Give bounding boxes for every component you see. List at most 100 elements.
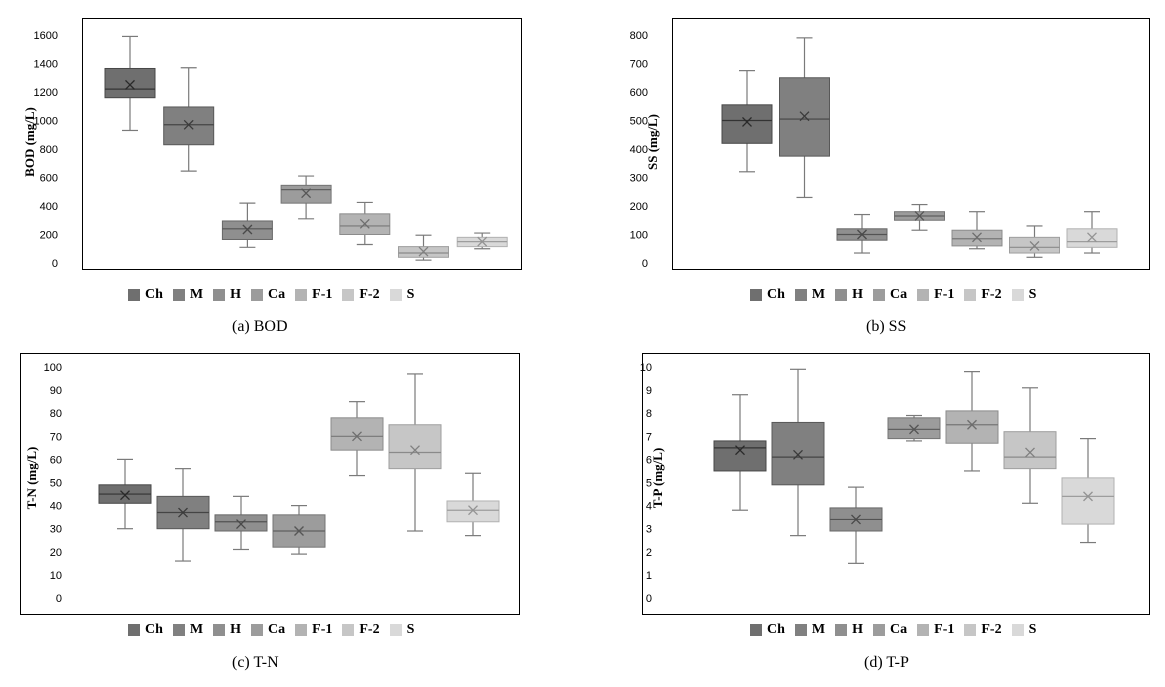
legend-item-f-1: F-1 — [295, 287, 332, 303]
box-f-2 — [398, 234, 449, 261]
legend-item-m: M — [172, 622, 204, 638]
box-ch — [713, 394, 767, 511]
y-tick-label: 1400 — [34, 59, 58, 71]
legend-label: Ca — [268, 622, 286, 637]
legend: Ch M H Ca F-1 F-2 S — [750, 287, 1036, 303]
legend-item-h: H — [835, 287, 863, 303]
y-tick-label: 4 — [646, 501, 652, 513]
legend-item-ca: Ca — [251, 287, 285, 303]
legend-item-ch: Ch — [750, 287, 785, 303]
box-f-1 — [945, 371, 999, 472]
mean-marker — [242, 224, 253, 235]
legend-swatch — [750, 289, 762, 301]
box-body — [713, 440, 767, 472]
legend-item-f-1: F-1 — [917, 287, 954, 303]
chart-panel-tn: 0 10 20 30 40 50 60 70 80 90 100 T-N (mg/L) Ch M H Ca F… — [0, 345, 580, 687]
legend-item-h: H — [213, 622, 241, 638]
box-s — [1061, 438, 1115, 544]
box-h — [221, 202, 273, 248]
y-tick-label: 3 — [646, 524, 652, 536]
legend-label: F-2 — [981, 622, 1002, 637]
box-m — [156, 468, 210, 562]
legend-swatch — [794, 624, 807, 636]
box-f-1 — [330, 401, 384, 477]
legend-swatch — [128, 624, 140, 636]
legend-swatch — [1011, 624, 1024, 636]
mean-marker — [793, 449, 803, 460]
box-body — [330, 417, 384, 451]
legend-label: Ch — [767, 287, 785, 302]
y-tick-label: 9 — [646, 385, 652, 397]
legend-swatch — [213, 289, 226, 301]
y-tick-label: 50 — [50, 478, 62, 490]
box-ch — [721, 70, 773, 173]
mean-marker — [909, 424, 919, 435]
box-body — [887, 417, 941, 440]
chart-panel-tp: 0 1 2 3 4 5 6 7 8 9 10 T-P (mg/L) Ch M H Ca F-1 F-2 S (d)… — [582, 345, 1165, 687]
y-tick-label: 300 — [630, 173, 648, 185]
legend-label: M — [189, 622, 204, 637]
y-tick-label: 70 — [50, 431, 62, 443]
mean-marker — [851, 514, 861, 525]
legend-swatch — [917, 624, 930, 636]
box-ch — [104, 35, 156, 132]
box-h — [214, 495, 268, 551]
y-tick-label: 8 — [646, 408, 652, 420]
legend-label: F-1 — [934, 622, 955, 637]
mean-marker — [359, 218, 370, 229]
legend-label: H — [852, 622, 864, 637]
legend-swatch — [295, 289, 308, 301]
chart-caption: (c) T-N — [232, 654, 279, 671]
mean-marker — [236, 519, 246, 530]
legend-item-m: M — [794, 287, 825, 303]
box-m — [771, 368, 825, 537]
legend-item-f-1: F-1 — [295, 622, 332, 638]
legend-swatch — [172, 289, 185, 301]
mean-marker — [735, 445, 745, 456]
mean-marker — [972, 232, 982, 243]
legend-label: M — [189, 287, 204, 302]
box-body — [446, 500, 500, 523]
mean-marker — [477, 236, 488, 247]
box-h — [836, 213, 888, 254]
mean-marker — [294, 526, 304, 536]
box-body — [1003, 431, 1057, 470]
y-tick-label: 0 — [56, 593, 62, 605]
legend-swatch — [213, 624, 226, 636]
box-f-2 — [1003, 387, 1057, 504]
legend-item-s: S — [1011, 622, 1036, 638]
box-ca — [272, 505, 326, 555]
legend-item-f-2: F-2 — [342, 622, 380, 638]
mean-marker — [1025, 447, 1035, 458]
mean-marker — [418, 246, 429, 257]
y-tick-label: 10 — [50, 570, 62, 582]
y-axis-label: BOD (mg/L) — [22, 107, 37, 177]
y-tick-label: 800 — [630, 30, 648, 42]
legend-item-ch: Ch — [128, 622, 163, 638]
legend-swatch — [295, 624, 308, 636]
y-tick-label: 800 — [40, 144, 58, 156]
legend-label: F-1 — [312, 622, 333, 637]
box-s — [1066, 211, 1118, 254]
legend-label: H — [852, 287, 864, 302]
y-tick-label: 500 — [630, 116, 648, 128]
legend-item-h: H — [213, 287, 241, 303]
box-body — [1061, 477, 1115, 525]
legend-label: Ca — [890, 622, 908, 637]
chart-svg: 0 100 200 300 400 500 600 700 800 SS (mg/L) — [630, 30, 1118, 270]
y-tick-label: 0 — [52, 258, 58, 270]
y-axis-label: T-N (mg/L) — [24, 447, 39, 510]
y-tick-label: 40 — [50, 501, 62, 513]
y-tick-label: 90 — [50, 385, 62, 397]
mean-marker — [468, 505, 478, 516]
chart-svg: 0 1 2 3 4 5 6 7 8 9 10 T-P (mg/L) — [640, 362, 1115, 605]
box-m — [163, 67, 215, 172]
y-tick-label: 1600 — [34, 30, 58, 42]
legend-swatch — [964, 289, 977, 301]
mean-marker — [914, 211, 925, 221]
y-tick-label: 0 — [642, 258, 648, 270]
mean-marker — [1029, 240, 1040, 251]
box-body — [163, 106, 215, 146]
box-body — [104, 67, 156, 99]
plot-frame — [672, 18, 1150, 270]
